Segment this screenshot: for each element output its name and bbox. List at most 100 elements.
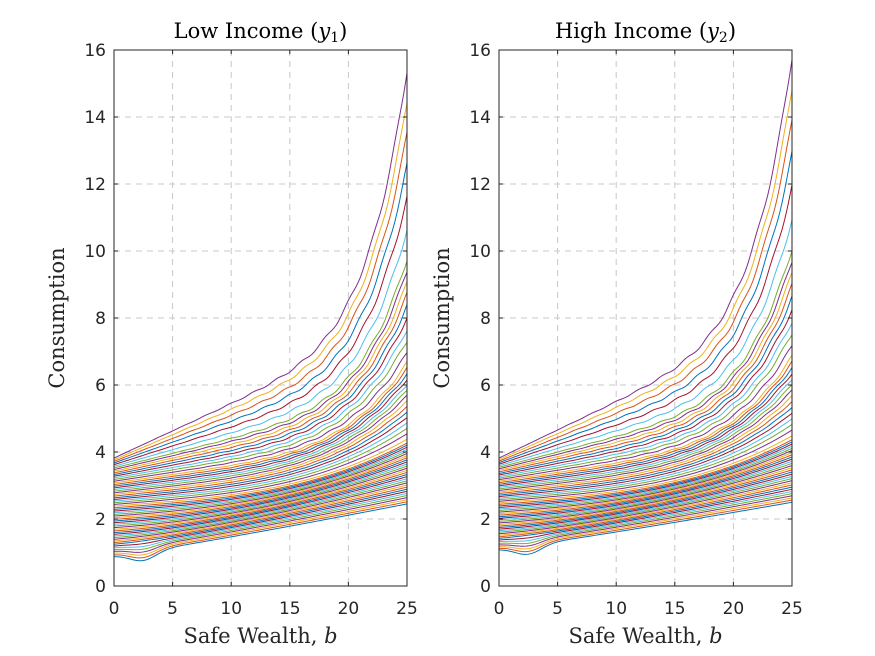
x-tick-label: 5 <box>552 599 563 619</box>
consumption-curve <box>498 460 793 521</box>
consumption-curve <box>498 490 793 543</box>
consumption-curve <box>498 219 793 467</box>
consumption-curve <box>113 463 408 525</box>
consumption-curve <box>113 406 408 497</box>
consumption-curve <box>498 447 793 512</box>
panel-high-income: 0 5 10 15 20 25 0 2 4 6 8 10 12 14 16 High Income (y2… <box>430 19 803 648</box>
consumption-curve <box>113 438 408 507</box>
consumption-curve <box>498 456 793 518</box>
y-tick-label: 4 <box>95 443 106 463</box>
y-axis-label: Consumption <box>430 247 454 388</box>
consumption-curve <box>113 467 408 529</box>
consumption-curve <box>113 480 408 539</box>
consumption-curve <box>498 345 793 481</box>
consumption-curve <box>113 342 408 481</box>
x-tick-label: 0 <box>109 599 120 619</box>
x-axis-label: Safe Wealth, b <box>568 624 722 648</box>
consumption-curve <box>498 473 793 530</box>
consumption-curve <box>113 417 408 500</box>
consumption-curve <box>113 261 408 469</box>
consumption-curve <box>113 230 408 467</box>
consumption-curve <box>113 478 408 537</box>
consumption-curve <box>113 379 408 489</box>
consumption-curve <box>113 361 408 484</box>
consumption-curve <box>113 352 408 482</box>
consumption-curve <box>113 461 408 524</box>
x-tick-labels: 0 5 10 15 20 25 <box>109 599 418 619</box>
consumption-curve <box>498 480 793 535</box>
consumption-curve <box>498 467 793 525</box>
consumption-curve <box>498 450 793 513</box>
consumption-curve <box>113 501 408 559</box>
x-tick-label: 15 <box>279 599 301 619</box>
consumption-curves <box>498 59 793 555</box>
consumption-curve <box>498 379 793 488</box>
y-axis-label: Consumption <box>45 247 69 388</box>
panel-low-income: 0 5 10 15 20 25 0 2 4 6 8 10 12 14 16 Low Income (y1)… <box>45 19 418 648</box>
consumption-curve <box>498 151 793 464</box>
consumption-curve <box>498 322 793 478</box>
consumption-curve <box>113 448 408 514</box>
y-tick-label: 2 <box>95 510 106 530</box>
consumption-curves <box>113 73 408 562</box>
consumption-curve <box>498 412 793 498</box>
consumption-curve <box>113 476 408 535</box>
consumption-curve <box>498 395 793 493</box>
x-tick-label: 20 <box>723 599 745 619</box>
consumption-curve <box>498 407 793 496</box>
consumption-curve <box>498 59 793 459</box>
consumption-curve <box>498 384 793 490</box>
consumption-curve <box>498 119 793 462</box>
consumption-curve <box>498 389 793 491</box>
x-tick-label: 10 <box>605 599 627 619</box>
consumption-curve <box>498 423 793 501</box>
consumption-curve <box>498 469 793 527</box>
y-tick-label: 12 <box>469 175 491 195</box>
chart-title: Low Income (y1) <box>174 19 348 46</box>
consumption-curve <box>498 501 793 555</box>
consumption-curve <box>498 465 793 524</box>
consumption-curve <box>113 304 408 476</box>
consumption-curve <box>113 503 408 562</box>
consumption-curve <box>113 411 408 499</box>
consumption-curve <box>113 488 408 545</box>
y-tick-label: 10 <box>469 242 491 262</box>
consumption-curve <box>498 499 793 553</box>
consumption-curve <box>113 455 408 519</box>
consumption-curve <box>113 490 408 547</box>
consumption-curve <box>113 482 408 540</box>
consumption-curve <box>498 458 793 519</box>
consumption-curve <box>498 309 793 476</box>
consumption-curve <box>498 90 793 461</box>
consumption-curve <box>113 400 408 496</box>
consumption-curve <box>113 291 408 474</box>
y-tick-label: 2 <box>480 510 491 530</box>
x-tick-label: 25 <box>781 599 803 619</box>
y-tick-label: 10 <box>84 242 106 262</box>
consumption-curve <box>113 492 408 549</box>
consumption-curve <box>498 441 793 507</box>
consumption-curve <box>113 132 408 462</box>
consumption-curve <box>113 195 408 466</box>
consumption-curve <box>113 465 408 527</box>
x-tick-label: 25 <box>396 599 418 619</box>
y-tick-label: 14 <box>469 108 491 128</box>
consumption-curve <box>498 295 793 474</box>
consumption-curve <box>113 162 408 464</box>
consumption-curve <box>113 486 408 544</box>
consumption-curve <box>113 427 408 504</box>
consumption-curve <box>498 452 793 515</box>
consumption-curve <box>498 184 793 465</box>
consumption-curve <box>113 385 408 491</box>
consumption-curve <box>498 251 793 468</box>
consumption-curve <box>113 457 408 520</box>
consumption-curve <box>498 367 793 485</box>
x-axis-label: Safe Wealth, b <box>183 624 337 648</box>
consumption-curve <box>498 454 793 516</box>
consumption-curve <box>498 262 793 470</box>
y-tick-label: 0 <box>480 577 491 597</box>
consumption-curve <box>113 102 408 461</box>
consumption-curve <box>498 471 793 529</box>
consumption-curve <box>498 429 793 502</box>
consumption-curve <box>113 495 408 551</box>
